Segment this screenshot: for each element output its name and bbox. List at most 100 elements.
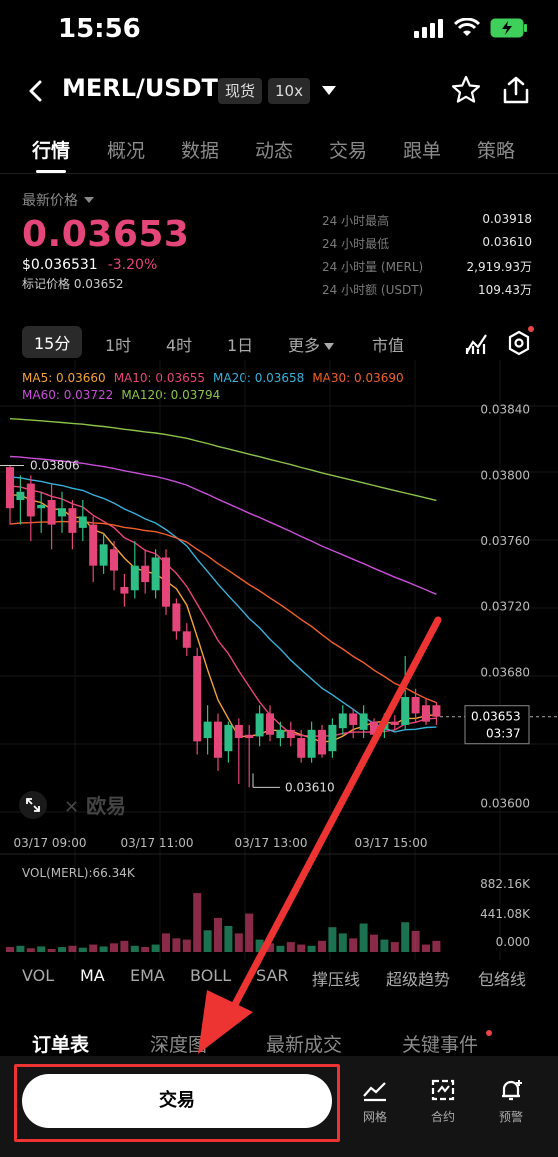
fullscreen-icon[interactable] — [18, 790, 48, 820]
candle-body — [432, 705, 441, 717]
tab-order-book[interactable]: 订单表 — [32, 1034, 90, 1056]
market-cap-toggle[interactable]: 市值 — [372, 336, 405, 355]
candle-body — [37, 504, 46, 509]
volume-bar — [203, 930, 212, 952]
watermark-text: 欧易 — [86, 794, 127, 818]
pair-title[interactable]: MERL/USDT — [62, 74, 218, 102]
tab-trade[interactable]: 交易 — [329, 140, 368, 162]
ma5-label: MA5: 0.03660 — [22, 371, 106, 385]
ind-support-resistance[interactable]: 撑压线 — [312, 970, 361, 989]
x-tick-label: 03/17 09:00 — [14, 836, 87, 850]
volume-bar — [26, 948, 35, 952]
stat-high: 24 小时最高 0.03918 — [322, 212, 532, 235]
tab-copy[interactable]: 跟单 — [403, 140, 442, 162]
settings-hex-icon[interactable] — [506, 330, 532, 356]
ma30-label: MA30: 0.03690 — [312, 371, 404, 385]
x-tick-label: 03/17 13:00 — [235, 836, 308, 850]
candle-body — [214, 721, 222, 758]
ind-supertrend[interactable]: 超级趋势 — [386, 970, 451, 989]
tab-data[interactable]: 数据 — [181, 140, 220, 162]
volume-bar — [182, 939, 191, 952]
volume-label: VOL(MERL):66.34K — [22, 866, 135, 880]
tab-market[interactable]: 行情 — [32, 140, 71, 162]
volume-bar — [297, 944, 306, 952]
leverage-tag: 10x — [268, 78, 310, 104]
candle-body — [58, 508, 66, 517]
candle-body — [203, 721, 212, 739]
ind-envelope[interactable]: 包络线 — [478, 970, 527, 989]
period-4h[interactable]: 4时 — [166, 336, 193, 355]
candle-body — [307, 729, 316, 758]
grid-button[interactable]: 网格 — [350, 1078, 400, 1125]
volume-bar — [349, 938, 358, 952]
candle-body — [318, 729, 326, 755]
ind-ma[interactable]: MA — [80, 966, 105, 985]
ma20-label: MA20: 0.03658 — [213, 371, 305, 385]
candle-body — [338, 713, 347, 729]
candle-body — [422, 705, 430, 722]
trade-button[interactable]: 交易 — [22, 1074, 332, 1128]
candle-body — [141, 565, 150, 583]
candle-body — [266, 713, 274, 735]
candle-body — [130, 565, 139, 591]
volume-bar — [245, 913, 254, 952]
ind-vol[interactable]: VOL — [22, 966, 55, 985]
volume-bar — [276, 945, 285, 952]
watermark-logo: ✕ 欧易 — [64, 794, 127, 818]
candle-body — [286, 729, 295, 739]
stats-24h: 24 小时最高 0.03918 24 小时最低 0.03610 24 小时量 (… — [322, 212, 532, 304]
candle-body — [401, 697, 410, 725]
volume-bar — [255, 939, 264, 952]
candle-body — [120, 587, 129, 594]
notification-dot — [486, 1030, 492, 1036]
kline-chart[interactable]: 0.03806 0.03610 0.03653 03:37 882.16K 441.08… — [0, 360, 558, 960]
stat-value: 0.03610 — [482, 235, 532, 249]
ind-sar[interactable]: SAR — [256, 966, 289, 985]
volume-bar — [234, 933, 243, 952]
contract-button[interactable]: 合约 — [418, 1078, 468, 1125]
period-more-label: 更多 — [288, 336, 321, 355]
favorite-star-icon[interactable] — [450, 74, 482, 106]
candle-body — [193, 655, 202, 742]
volume-bar — [78, 947, 87, 952]
tab-news[interactable]: 动态 — [255, 140, 294, 162]
period-1h[interactable]: 1时 — [105, 336, 132, 355]
main-tabs: 行情 概况 数据 动态 交易 跟单 策略 — [0, 132, 558, 174]
tab-strategy[interactable]: 策略 — [477, 140, 516, 162]
tab-overview[interactable]: 概况 — [107, 140, 146, 162]
period-15m[interactable]: 15分 — [22, 326, 83, 358]
ma30-line — [9, 520, 437, 704]
alert-bell-icon — [502, 1080, 522, 1101]
candle-body — [380, 721, 389, 730]
candle-body — [78, 516, 87, 528]
grid-chart-icon — [363, 1082, 386, 1102]
candle-body — [255, 713, 264, 737]
ind-boll[interactable]: BOLL — [190, 966, 232, 985]
back-arrow-icon[interactable] — [22, 76, 52, 106]
mark-price-value: 0.03652 — [73, 277, 124, 291]
stat-label: 24 小时量 (MERL) — [322, 260, 424, 274]
volume-bar — [89, 944, 98, 952]
volume-bar — [359, 923, 368, 952]
pair-dropdown-icon[interactable] — [322, 86, 336, 95]
ma-legend: MA5: 0.03660 MA10: 0.03655 MA20: 0.03658 MA… — [22, 370, 502, 404]
status-icons — [414, 18, 528, 38]
volume-bar — [162, 933, 170, 952]
ind-ema[interactable]: EMA — [130, 966, 165, 985]
period-1d[interactable]: 1日 — [227, 336, 254, 355]
candle-body — [151, 557, 160, 591]
candle-body — [390, 721, 399, 725]
period-more[interactable]: 更多 — [288, 332, 335, 356]
candle-body — [349, 713, 358, 725]
notification-dot — [528, 326, 534, 332]
tab-depth-chart[interactable]: 深度图 — [150, 1034, 208, 1056]
latest-price-selector[interactable]: 最新价格 — [22, 190, 322, 210]
share-icon[interactable] — [500, 74, 532, 106]
candle-body — [16, 491, 25, 500]
tab-latest-trades[interactable]: 最新成交 — [266, 1034, 343, 1056]
tab-key-events[interactable]: 关键事件 — [402, 1034, 479, 1056]
alert-button[interactable]: 预警 — [486, 1078, 536, 1125]
indicator-chart-icon[interactable] — [464, 330, 490, 356]
volume-bar — [370, 934, 378, 952]
wifi-icon — [454, 18, 480, 36]
